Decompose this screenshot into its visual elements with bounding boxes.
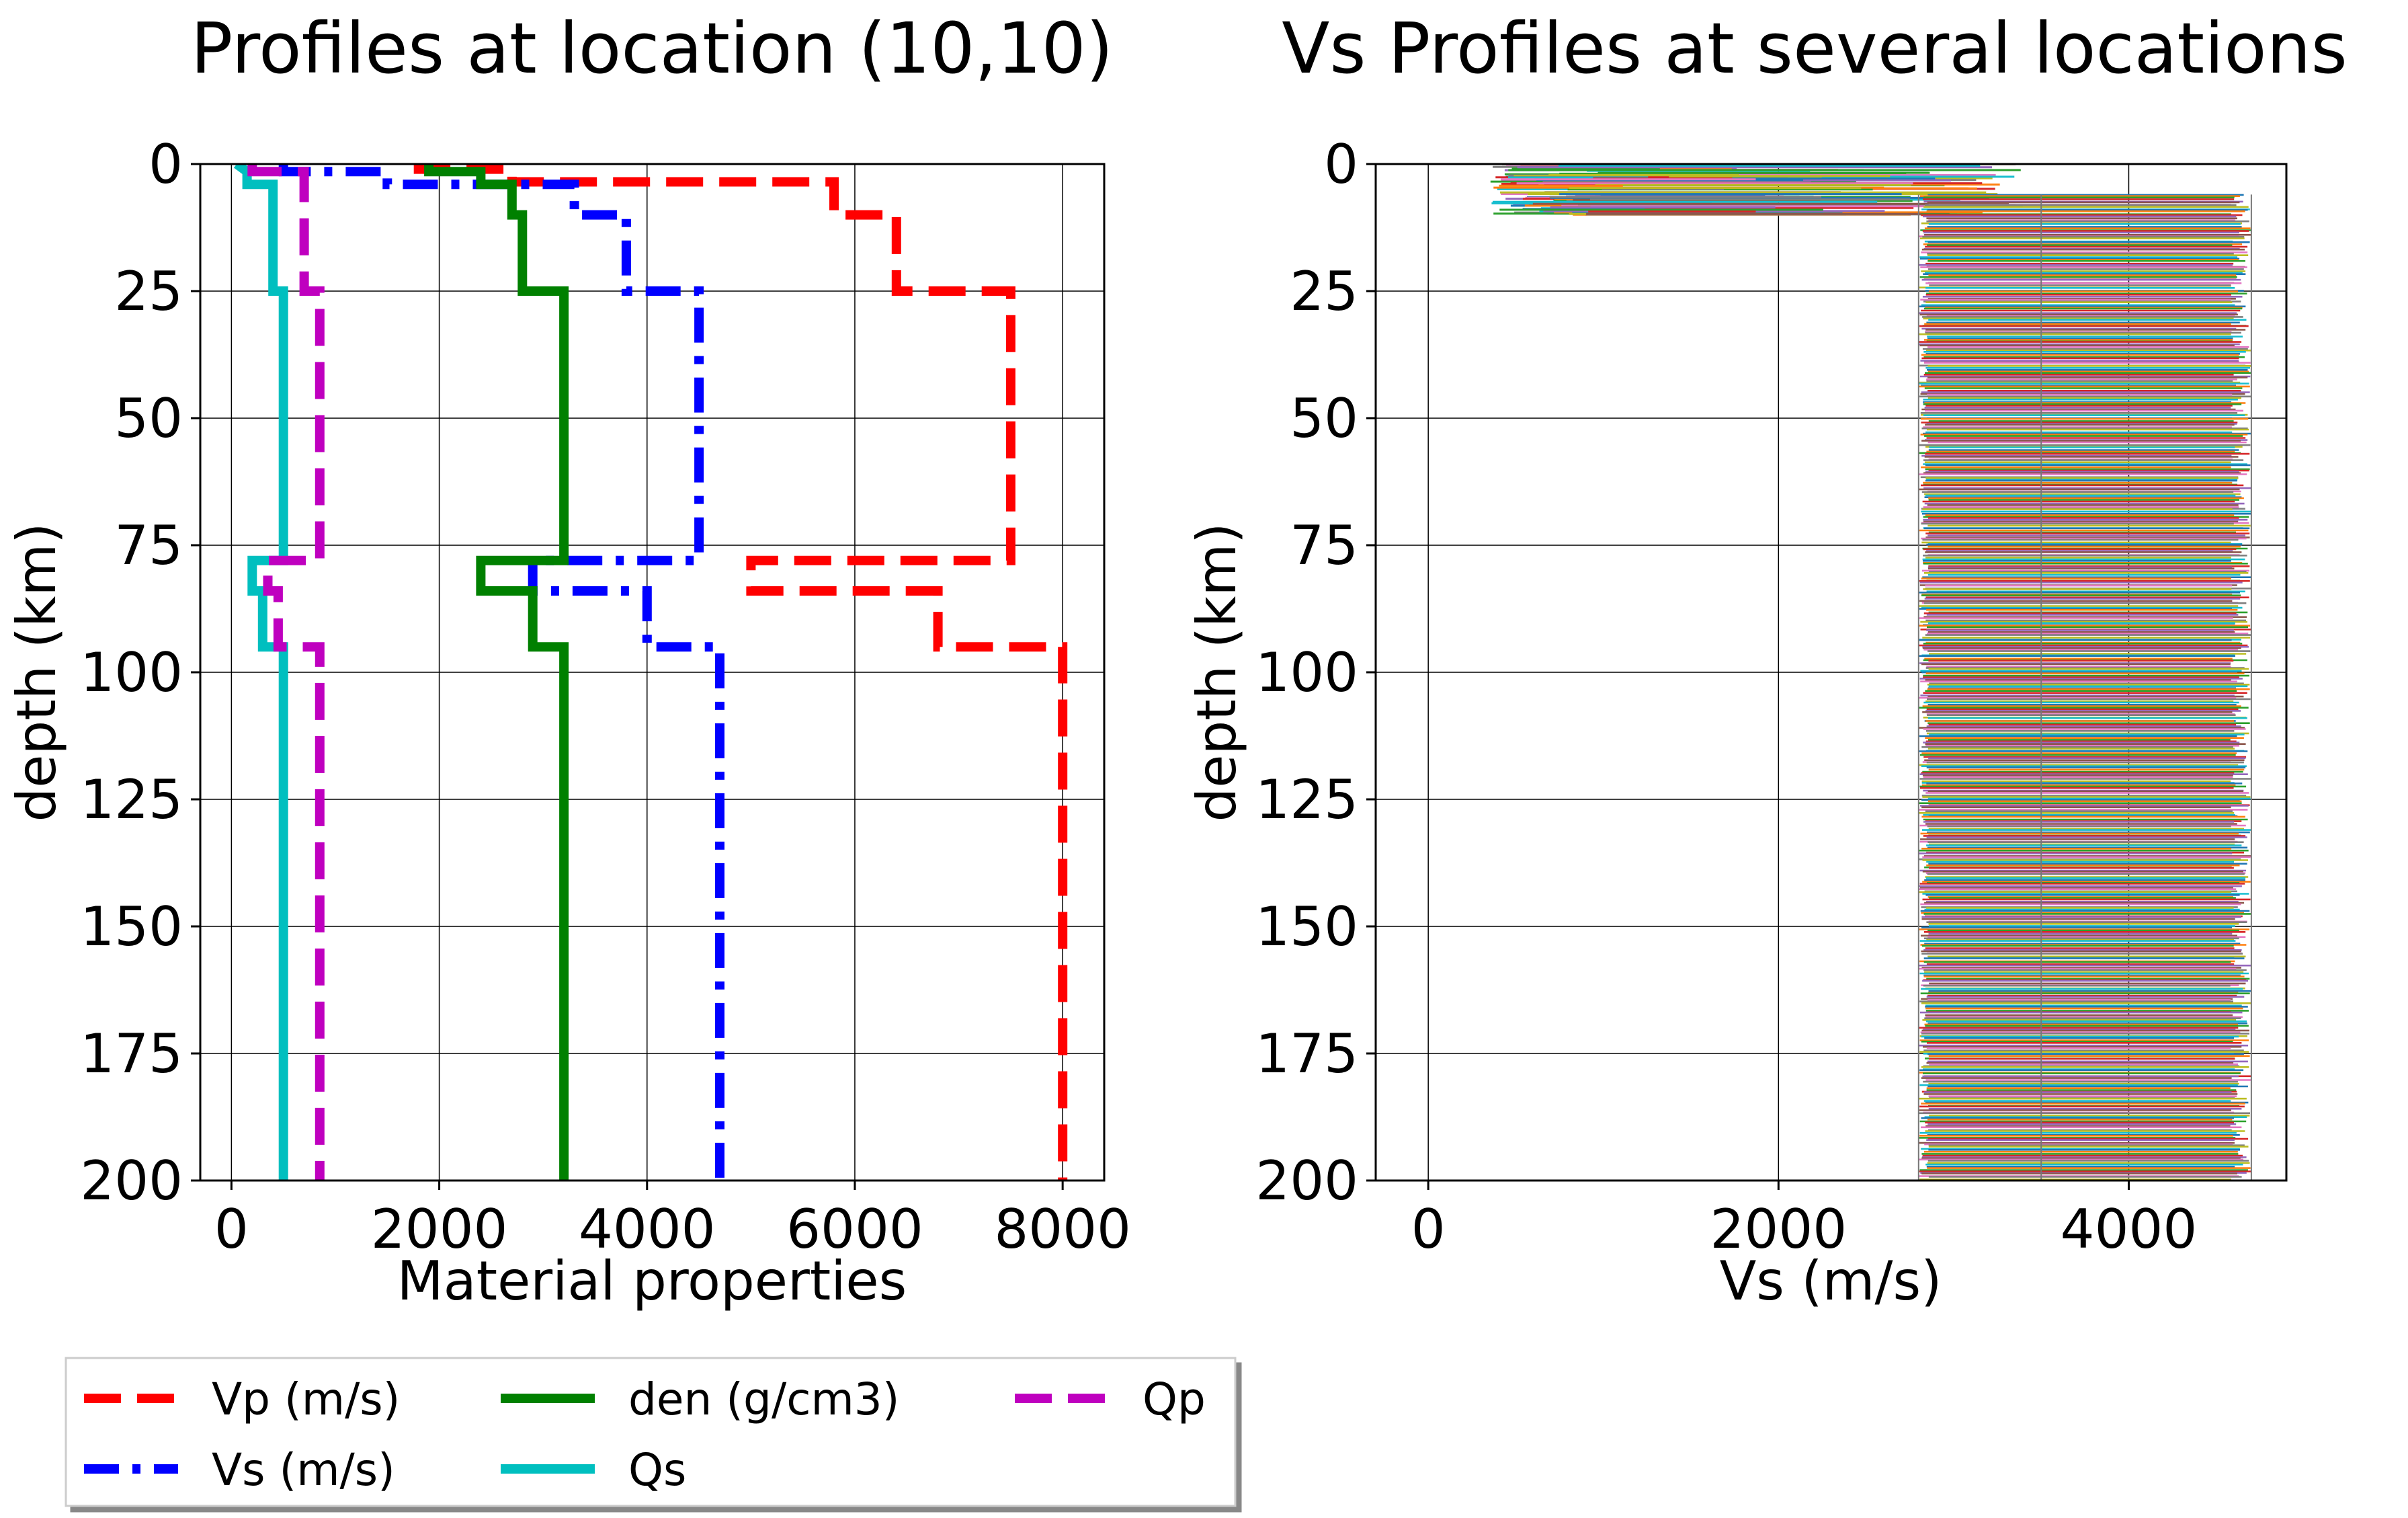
right-x-tick-label: 4000 bbox=[2061, 1198, 2198, 1261]
right-x-tick-label: 2000 bbox=[1710, 1198, 1847, 1261]
legend: Vp (m/s) Vs (m/s) den (g/cm3) Qs Qp bbox=[65, 1357, 1237, 1507]
series-line-den bbox=[424, 164, 569, 1181]
left-y-tick-label: 125 bbox=[80, 768, 183, 831]
legend-entries: Vp (m/s) Vs (m/s) den (g/cm3) Qs Qp bbox=[84, 1373, 1206, 1496]
left-chart-title: Profiles at location (10,10) bbox=[191, 7, 1114, 89]
left-y-axis-label: depth (km) bbox=[5, 523, 68, 822]
left-grid bbox=[191, 163, 1104, 1190]
left-y-tick-label: 25 bbox=[114, 260, 183, 323]
right-y-tick-label: 125 bbox=[1255, 768, 1358, 831]
right-y-tick-label: 0 bbox=[1324, 133, 1358, 196]
right-x-axis-label: Vs (m/s) bbox=[1720, 1250, 1942, 1312]
right-axes-frame bbox=[1374, 163, 2288, 1182]
right-x-tick-label: 0 bbox=[1411, 1198, 1446, 1261]
left-y-tick-label: 175 bbox=[80, 1023, 183, 1085]
left-x-tick-label: 2000 bbox=[371, 1198, 508, 1261]
right-y-axis-label: depth (km) bbox=[1186, 523, 1248, 822]
left-y-tick-label: 100 bbox=[80, 641, 183, 704]
left-y-tick-label: 75 bbox=[114, 514, 183, 577]
right-chart-title: Vs Profiles at several locations bbox=[1282, 7, 2348, 89]
right-series bbox=[1490, 164, 2252, 1181]
right-y-tick-labels: 0 25 50 75 100 125 150 175 200 bbox=[1255, 133, 1358, 1212]
right-y-tick-label: 100 bbox=[1255, 641, 1358, 704]
legend-label-vs: Vs (m/s) bbox=[212, 1444, 395, 1496]
left-x-tick-label: 8000 bbox=[994, 1198, 1131, 1261]
left-y-tick-label: 0 bbox=[149, 133, 183, 196]
series-line-vp bbox=[413, 164, 1068, 1181]
series-line-qp bbox=[247, 164, 325, 1181]
right-chart: Vs Profiles at several locations 0 2000 40… bbox=[1186, 7, 2348, 1312]
left-x-axis-label: Material properties bbox=[397, 1250, 907, 1312]
left-y-tick-label: 200 bbox=[80, 1150, 183, 1212]
left-x-tick-label: 0 bbox=[214, 1198, 249, 1261]
left-x-tick-label: 4000 bbox=[579, 1198, 716, 1261]
left-x-tick-labels: 0 2000 4000 6000 8000 bbox=[214, 1198, 1131, 1261]
legend-label-qp: Qp bbox=[1143, 1373, 1206, 1425]
left-axes-frame bbox=[199, 163, 1106, 1182]
right-x-tick-labels: 0 2000 4000 bbox=[1411, 1198, 2198, 1261]
legend-label-vp: Vp (m/s) bbox=[212, 1373, 400, 1425]
left-y-tick-labels: 0 25 50 75 100 125 150 175 200 bbox=[80, 133, 183, 1212]
left-chart: Profiles at location (10,10) 0 2000 4000 60… bbox=[5, 7, 1131, 1312]
series-line-qs bbox=[233, 164, 288, 1181]
right-y-tick-label: 150 bbox=[1255, 895, 1358, 958]
right-y-tick-label: 75 bbox=[1290, 514, 1358, 577]
right-y-tick-label: 200 bbox=[1255, 1150, 1358, 1212]
left-x-tick-label: 6000 bbox=[786, 1198, 923, 1261]
left-y-tick-label: 150 bbox=[80, 895, 183, 958]
legend-label-den: den (g/cm3) bbox=[628, 1373, 900, 1425]
left-series bbox=[233, 164, 1068, 1181]
series-line-vs bbox=[278, 164, 724, 1181]
right-y-tick-label: 50 bbox=[1290, 387, 1358, 450]
legend-box bbox=[65, 1357, 1237, 1507]
right-y-tick-label: 175 bbox=[1255, 1023, 1358, 1085]
right-y-tick-label: 25 bbox=[1290, 260, 1358, 323]
left-y-tick-label: 50 bbox=[114, 387, 183, 450]
legend-label-qs: Qs bbox=[628, 1444, 686, 1496]
